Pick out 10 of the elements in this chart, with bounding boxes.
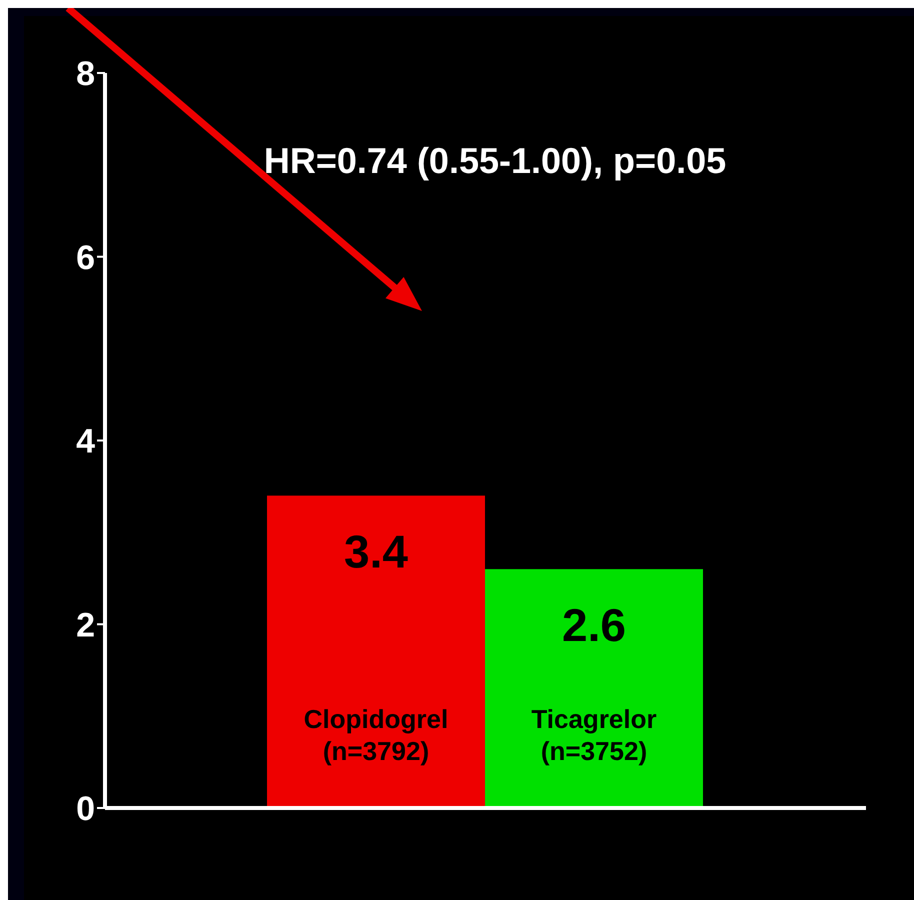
- y-tick-label: 6: [76, 238, 95, 277]
- x-tick-label: Clopidogrel (n=3792): [304, 704, 448, 766]
- y-tick-label: 2: [76, 606, 95, 644]
- data-label: 2.6: [562, 599, 626, 652]
- annotation: HR=0.74 (0.55-1.00), p=0.05: [264, 140, 726, 181]
- y-tick-label: 4: [76, 422, 96, 461]
- data-label: 3.4: [344, 526, 408, 578]
- y-tick-label: 8: [76, 55, 95, 94]
- y-tick-label: 0: [76, 790, 95, 828]
- x-tick-label: Ticagrelor (n=3752): [531, 704, 657, 766]
